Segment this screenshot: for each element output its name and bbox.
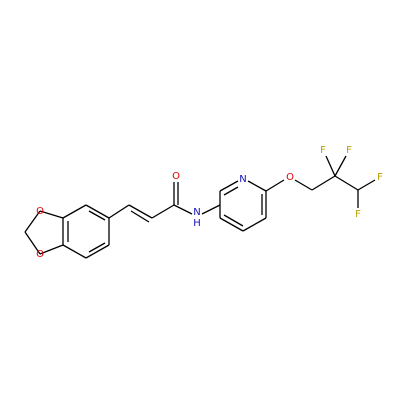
bond <box>128 204 153 219</box>
atom-label: F <box>320 145 326 156</box>
atom-label: O <box>36 249 44 260</box>
bond <box>85 204 110 219</box>
atom-label: F <box>377 172 383 183</box>
bond <box>108 204 130 219</box>
bond <box>88 242 106 253</box>
bond <box>219 217 244 232</box>
atom-label: F <box>355 209 361 220</box>
bond <box>39 210 64 219</box>
atom-labels: O O O N H N O F F F F <box>36 145 383 260</box>
bond <box>357 179 376 191</box>
bond <box>325 155 336 177</box>
bond <box>334 175 359 191</box>
atom-label: N <box>193 207 200 218</box>
bond <box>334 155 347 177</box>
bond <box>219 180 239 192</box>
atom-label: F <box>346 145 352 156</box>
bond <box>62 244 87 259</box>
atom-label: H <box>193 218 201 229</box>
bond <box>242 217 267 232</box>
bond <box>247 180 267 192</box>
bond <box>130 210 150 223</box>
bond <box>24 210 41 233</box>
bond <box>62 204 87 219</box>
bond <box>173 204 193 215</box>
bond <box>151 204 175 219</box>
bond <box>223 214 244 227</box>
bond <box>311 175 336 191</box>
bonds <box>24 155 376 259</box>
atom-label: O <box>36 206 44 217</box>
bond <box>294 179 313 191</box>
bond <box>223 186 239 196</box>
bond <box>265 179 285 192</box>
atom-label: N <box>239 174 246 185</box>
atom-label: O <box>286 172 294 183</box>
bond <box>39 244 64 255</box>
atom-label: O <box>172 171 180 182</box>
bond <box>201 204 221 215</box>
bond <box>85 244 110 259</box>
bond <box>88 210 106 221</box>
bond <box>24 231 41 255</box>
